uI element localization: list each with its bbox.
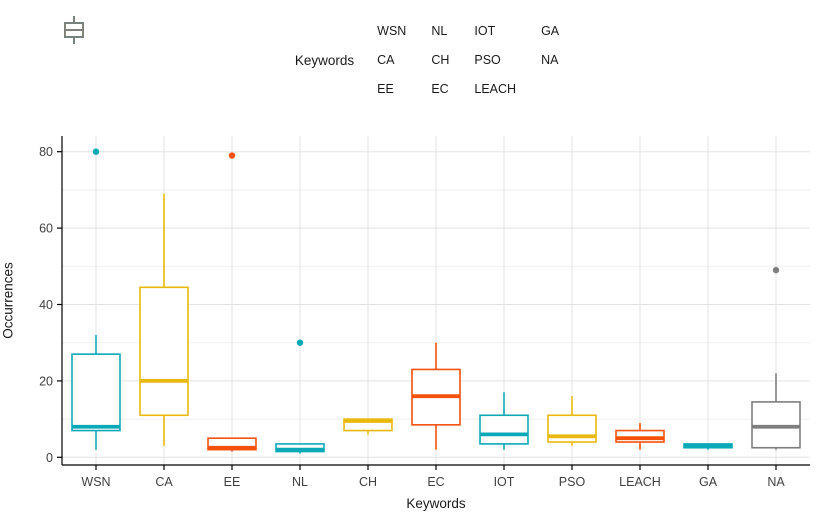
legend-entry-ga: GA [63,16,560,45]
outlier-nl [296,339,304,346]
y-tick-label: 60 [39,222,53,236]
legend-column: WSN CA EE [63,16,407,104]
legend-label: NL [431,23,448,38]
x-tick-label: WSN [81,475,110,489]
y-axis-title: Occurrences [0,262,16,339]
x-tick-label: IOT [494,475,515,489]
legend-title: Keywords [294,52,355,68]
box-ch [343,418,393,432]
y-tick-label: 0 [46,451,53,465]
boxplot-key-icon [63,16,84,44]
x-tick-label: CA [155,475,173,489]
legend-label: GA [541,23,560,38]
legend-label: WSN [377,23,407,38]
box-ee [207,437,257,451]
legend-label: CH [431,52,450,67]
x-tick-label: NL [292,475,308,489]
x-tick-label: CH [359,475,377,489]
legend-entry-ch: CH [63,16,450,74]
x-tick-label: EE [224,475,241,489]
box-iot [479,414,529,445]
legend-entry-ec: EC [63,16,449,103]
outlier-na [772,266,780,274]
legend-label: IOT [474,23,496,38]
legend-entry-nl: NL [63,16,449,45]
x-axis-title: Keywords [406,496,466,511]
box-nl [275,443,325,453]
outlier-wsn [92,148,100,155]
box-leach [615,429,665,443]
legend-entry-wsn: WSN [63,16,407,45]
x-tick-label: GA [699,475,718,489]
box-wsn [71,353,121,432]
legend-entry-ee: EE [63,16,406,103]
legend-entry-leach: LEACH [63,16,517,103]
outlier-ee [228,152,236,159]
legend-label: EC [431,81,449,96]
legend-label: CA [377,52,395,67]
y-tick-label: 80 [39,145,53,159]
legend-label: PSO [474,52,501,67]
legend: Keywords WSN CA EE NL CH EC IOT PSO LEACH GA NA [62,16,810,104]
x-tick-label: LEACH [619,475,661,489]
legend-column: NL CH EC [63,16,450,104]
legend-entry-iot: IOT [63,16,516,45]
legend-label: NA [541,52,559,67]
box-na [751,401,801,449]
legend-entry-na: NA [63,16,559,74]
legend-label: EE [377,81,394,96]
y-tick-label: 40 [39,298,53,312]
legend-column: GA NA [63,16,560,104]
legend-column: IOT PSO LEACH [63,16,517,104]
legend-entry-ca: CA [63,16,406,74]
box-ca [139,286,189,417]
legend-label: LEACH [474,81,517,96]
y-tick-label: 20 [39,374,53,388]
x-tick-label: NA [767,475,785,489]
x-tick-label: EC [427,475,444,489]
legend-entry-pso: PSO [63,16,516,74]
x-tick-label: PSO [559,475,586,489]
